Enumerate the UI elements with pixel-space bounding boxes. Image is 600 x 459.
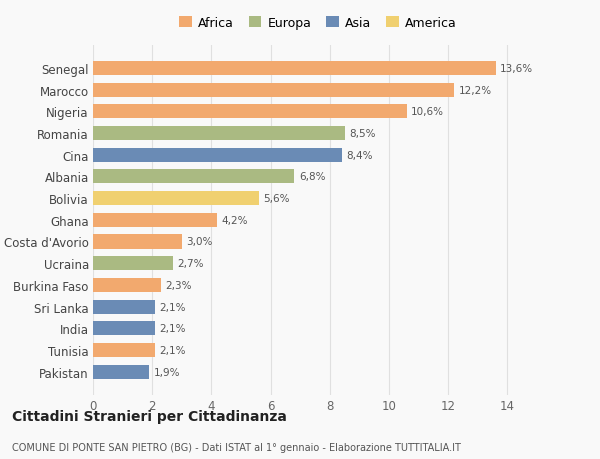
Bar (93, 213, 217, 227)
Bar (93, 105, 407, 119)
Text: 3,0%: 3,0% (186, 237, 212, 247)
Text: 8,5%: 8,5% (349, 129, 376, 139)
Text: 6,8%: 6,8% (299, 172, 325, 182)
Text: 5,6%: 5,6% (263, 194, 290, 204)
Text: 13,6%: 13,6% (500, 64, 533, 74)
Bar (93, 148, 341, 162)
Bar (93, 192, 259, 206)
Bar (93, 278, 161, 292)
Text: Cittadini Stranieri per Cittadinanza: Cittadini Stranieri per Cittadinanza (12, 409, 287, 423)
Text: 4,2%: 4,2% (222, 215, 248, 225)
Bar (93, 235, 182, 249)
Text: 2,3%: 2,3% (166, 280, 192, 290)
Text: 2,1%: 2,1% (160, 302, 186, 312)
Text: 2,1%: 2,1% (160, 324, 186, 334)
Text: 2,1%: 2,1% (160, 345, 186, 355)
Text: 10,6%: 10,6% (411, 107, 444, 117)
Bar (93, 84, 454, 97)
Text: COMUNE DI PONTE SAN PIETRO (BG) - Dati ISTAT al 1° gennaio - Elaborazione TUTTIT: COMUNE DI PONTE SAN PIETRO (BG) - Dati I… (12, 442, 461, 452)
Bar (93, 343, 155, 357)
Bar (93, 170, 295, 184)
Legend: Africa, Europa, Asia, America: Africa, Europa, Asia, America (174, 12, 462, 35)
Bar (93, 127, 344, 141)
Bar (93, 365, 149, 379)
Text: 1,9%: 1,9% (154, 367, 180, 377)
Bar (93, 62, 496, 76)
Bar (93, 321, 155, 336)
Text: 12,2%: 12,2% (458, 85, 492, 95)
Bar (93, 300, 155, 314)
Text: 2,7%: 2,7% (178, 258, 204, 269)
Text: 8,4%: 8,4% (346, 151, 373, 160)
Bar (93, 257, 173, 271)
